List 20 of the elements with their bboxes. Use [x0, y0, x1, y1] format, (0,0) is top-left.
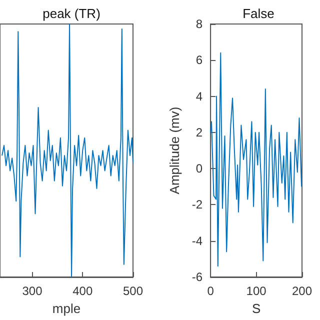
line-series: [210, 52, 302, 267]
x-tick-label: 0: [207, 284, 214, 298]
x-tick-label: 100: [246, 284, 267, 298]
y-tick-label: -4: [192, 234, 203, 248]
y-tick-label: 0: [196, 162, 203, 176]
y-tick-label: 8: [196, 17, 203, 31]
y-tick-label: -6: [192, 270, 203, 284]
x-axis-title: S: [252, 300, 261, 316]
chart-title: peak (TR): [42, 6, 100, 21]
y-tick-label: -2: [192, 198, 203, 212]
x-tick-label: 400: [72, 284, 93, 298]
y-axis-title: Amplitude (mv): [167, 106, 182, 194]
x-tick-label: 300: [22, 284, 43, 298]
x-tick-label: 200: [292, 284, 312, 298]
chart-title: False: [242, 6, 274, 21]
y-tick-label: 4: [196, 89, 203, 104]
y-tick-label: 6: [196, 53, 203, 68]
x-tick-label: 500: [122, 284, 144, 298]
y-tick-label: 2: [196, 125, 203, 140]
x-axis-title: mple: [52, 300, 81, 316]
